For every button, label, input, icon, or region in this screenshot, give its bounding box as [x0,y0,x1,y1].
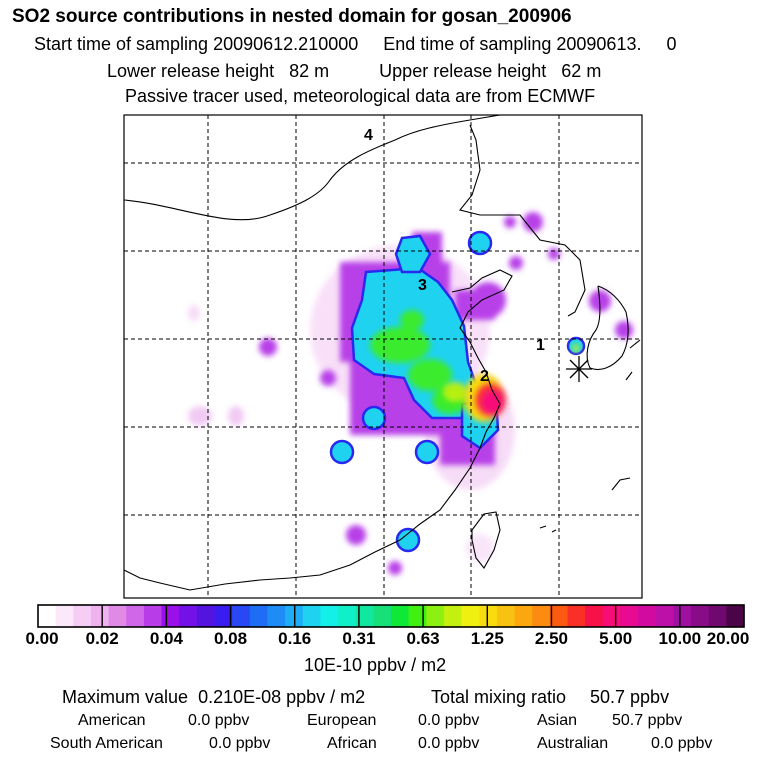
region-name-african: African [327,735,377,752]
colorbar-tick-label: 5.00 [599,629,633,648]
release-heights: Lower release height 82 m Upper release … [107,62,601,80]
tracer-note: Passive tracer used, meteorological data… [125,86,596,106]
end-time-suffix: 0 [666,34,677,54]
region-value-american: 0.0 ppbv [188,712,250,729]
colorbar-tick-label: 2.50 [534,629,568,648]
colorbar-tick-label: 0.02 [85,629,119,648]
receptor-marker-icon [566,356,592,382]
region-label-2: 2 [480,368,489,385]
end-time-label: End time of sampling [383,34,552,54]
colorbar-tick-label: 0.00 [25,629,59,648]
sampling-times: Start time of sampling 20090612.210000 E… [34,35,677,53]
region-value-australian: 0.0 ppbv [651,735,713,752]
region-value-african: 0.0 ppbv [418,735,480,752]
lower-height-label: Lower release height [107,61,275,81]
region-name-european: European [307,712,377,729]
colorbar-tick-label: 0.04 [149,629,183,648]
region-name-asian: Asian [537,712,578,729]
region-value-asian: 50.7 ppbv [612,712,683,729]
region-value-south-american: 0.0 ppbv [209,735,271,752]
region-value-european: 0.0 ppbv [418,712,480,729]
coastline [124,115,641,591]
lat-lon-grid [124,115,642,598]
colorbar-tick-label: 0.63 [406,629,440,648]
colorbar-units: 10E-10 ppbv / m2 [304,655,447,675]
region-label-4: 4 [364,127,373,144]
region-name-australian: Australian [537,735,609,752]
max-value: Maximum value 0.210E-08 ppbv / m2 [62,688,365,706]
region-label-1: 1 [536,337,545,354]
total-label: Total mixing ratio [431,687,567,707]
region-label-3: 3 [418,277,427,294]
region-name-south-american: South American [50,735,163,752]
upper-height-value: 62 m [561,61,602,81]
chart-title: SO2 source contributions in nested domai… [12,6,572,27]
upper-height-label: Upper release height [379,61,547,81]
colorbar-tick-label: 0.31 [342,629,376,648]
colorbar-tick-label: 10.00 [658,629,702,648]
region-name-american: American [78,712,146,729]
colorbar-tick-label: 0.08 [213,629,248,648]
plume-layer [124,115,641,591]
colorbar-tick-label: 1.25 [470,629,504,648]
total-mixing-ratio: Total mixing ratio [431,688,566,706]
start-time-label: Start time of sampling [34,34,209,54]
lower-height-value: 82 m [289,61,330,81]
colorbar-tick-label: 0.16 [278,629,312,648]
map-frame [123,114,643,599]
colorbar-tick-label: 20.00 [706,629,750,648]
total-mixing-ratio-value: 50.7 ppbv [590,687,670,707]
start-time-value: 20090612.210000 [213,34,359,54]
max-value-number: 0.210E-08 ppbv / m2 [198,687,366,707]
end-time-value: 20090613. [556,34,642,54]
max-value-label: Maximum value [62,687,189,707]
